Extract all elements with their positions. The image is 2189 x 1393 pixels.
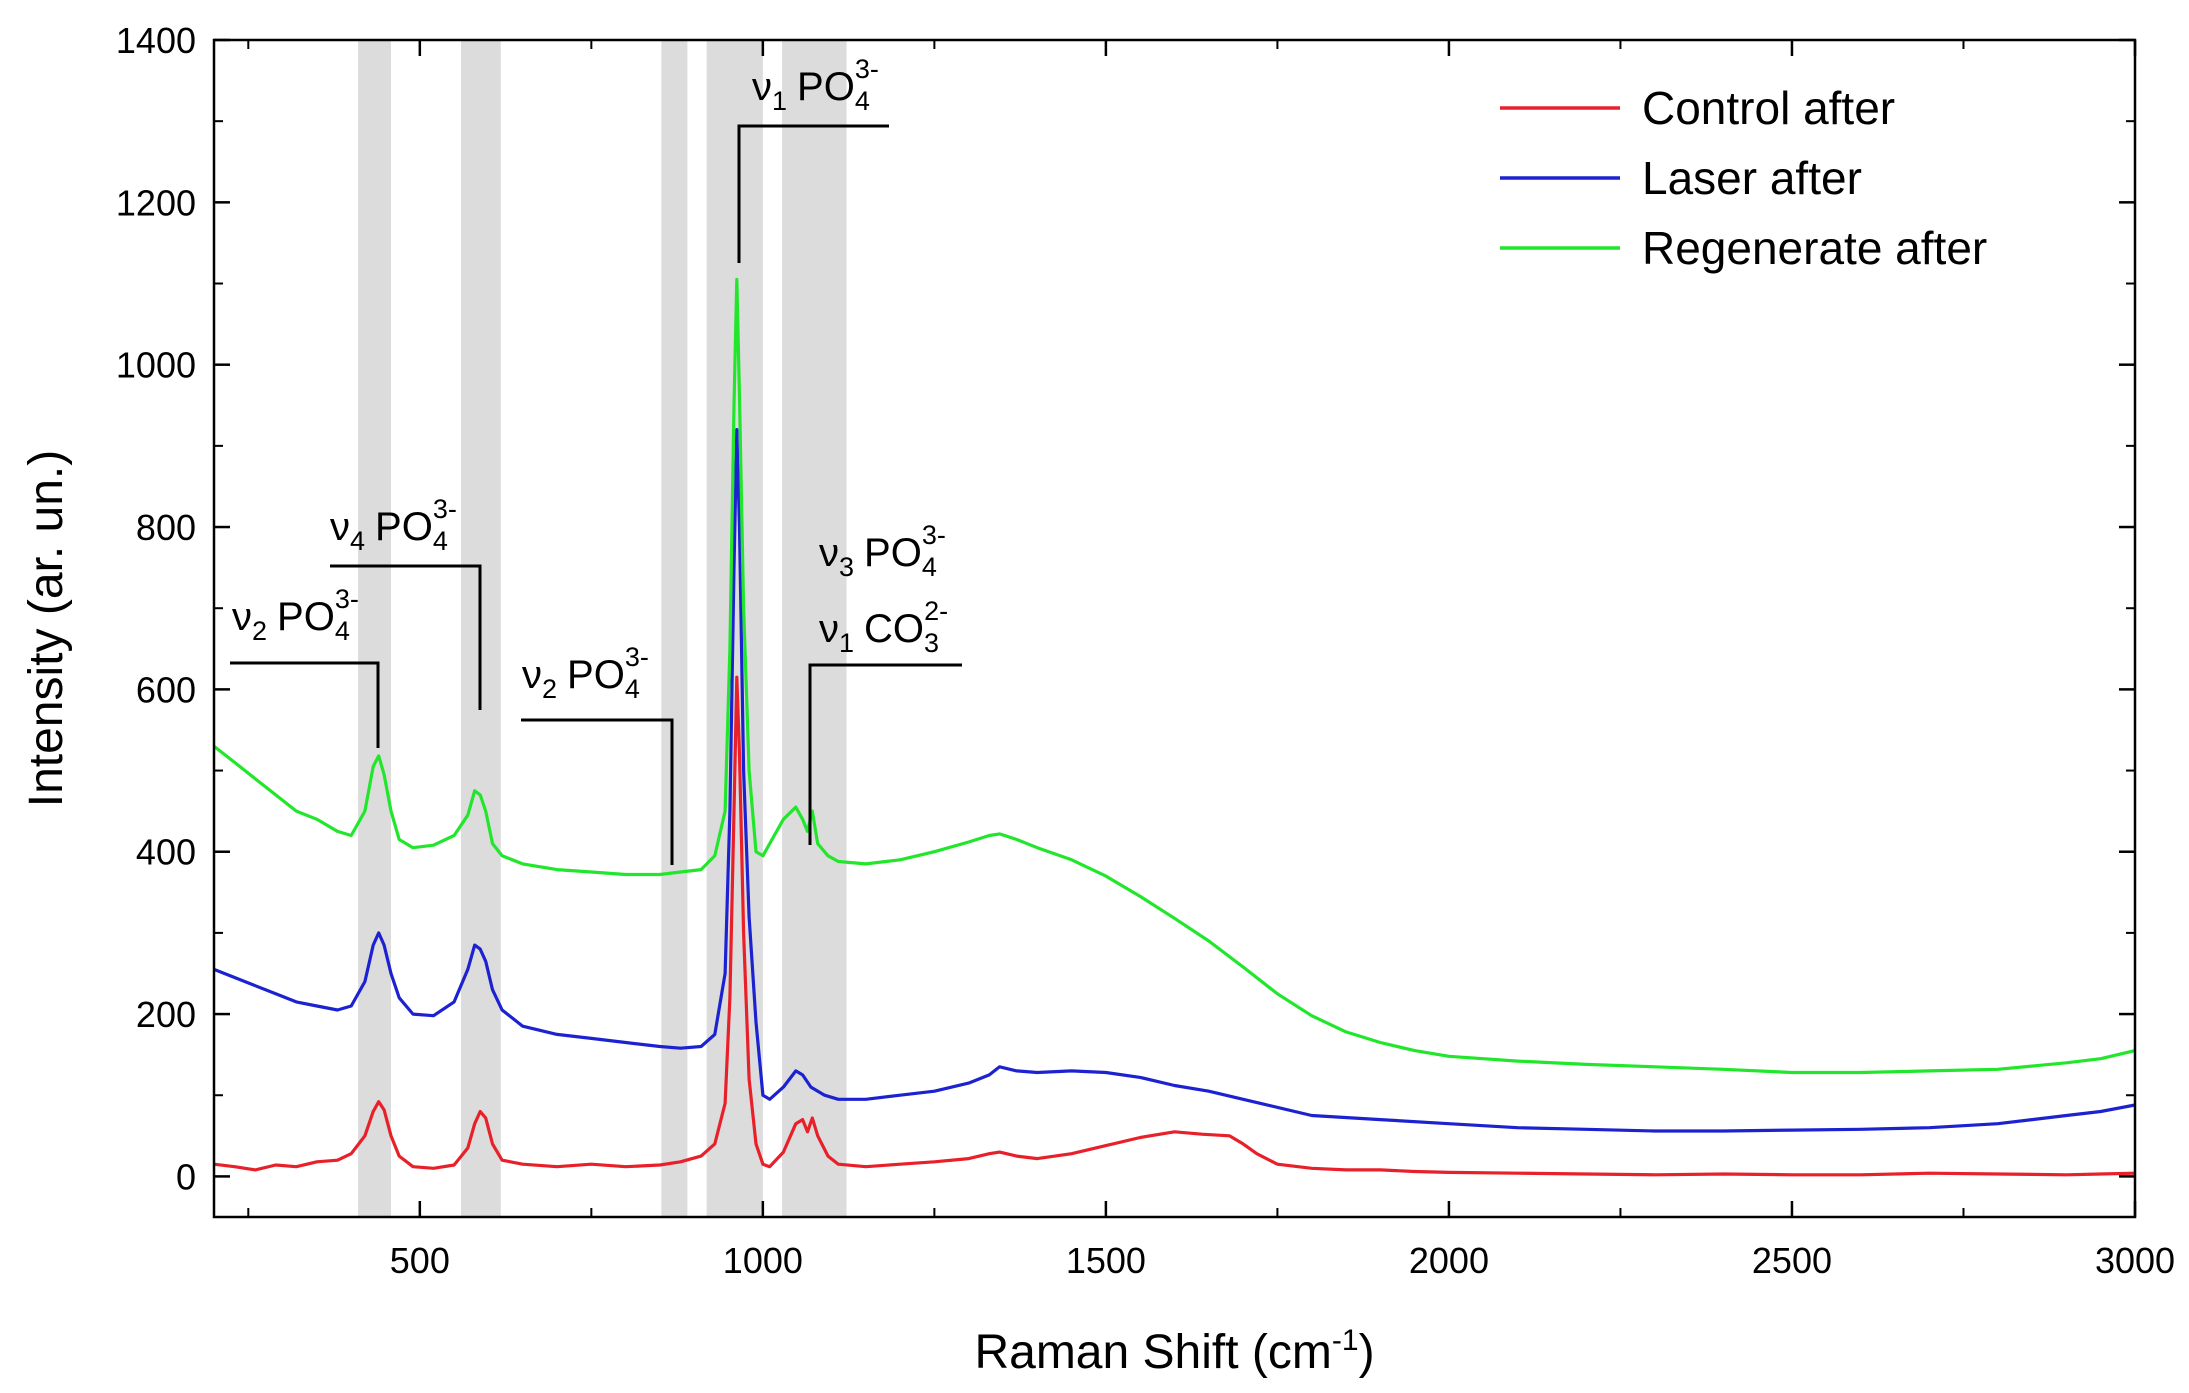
annotation-label-0: ν1 PO43- [752, 54, 879, 116]
legend-label-1: Laser after [1642, 152, 1862, 204]
annotation-sub: 1 [839, 628, 854, 658]
annotation-bracket-3 [737, 124, 889, 263]
annotation-species-sub: 3 [924, 628, 939, 658]
x-tick-label-0: 500 [390, 1240, 450, 1281]
annotation-bracket-0 [230, 661, 380, 748]
annotation-species: PO [567, 653, 625, 697]
annotation-sub: 2 [252, 616, 267, 646]
annotation-sub: 3 [839, 552, 854, 582]
series-lines [213, 277, 2136, 1177]
series-line-2 [213, 277, 2136, 1075]
y-tick-label-3: 600 [136, 669, 196, 710]
annotation-sub: 4 [350, 526, 365, 556]
annotation-charge: 3- [625, 642, 649, 672]
annotation-bracket-2 [521, 718, 674, 865]
legend: Control after Laser after Regenerate after [1500, 82, 1987, 274]
annotation-species-sub: 4 [433, 526, 448, 556]
annotation-charge: 3- [922, 520, 946, 550]
annotation-bracket-1 [330, 564, 482, 710]
y-tick-label-5: 1000 [116, 345, 196, 386]
annotation-species-sub: 4 [855, 86, 870, 116]
annotation-charge: 2- [924, 596, 948, 626]
x-axis-label-sup: -1 [1332, 1324, 1359, 1357]
x-tick-label-1: 1000 [723, 1240, 803, 1281]
y-tick-label-2: 400 [136, 832, 196, 873]
y-tick-label-4: 800 [136, 507, 196, 548]
annotation-label-1: ν4 PO43- [330, 494, 457, 556]
annotation-sub: 1 [772, 86, 787, 116]
annotation-species-sub: 4 [922, 552, 937, 582]
y-tick-label-7: 1400 [116, 20, 196, 61]
y-axis-label: Intensity (ar. un.) [20, 450, 73, 808]
annotation-label-2: ν2 PO43- [232, 584, 359, 646]
annotation-nu: ν [819, 607, 839, 651]
annotation-charge: 3- [433, 494, 457, 524]
legend-label-2: Regenerate after [1642, 222, 1987, 274]
y-tick-label-1: 200 [136, 994, 196, 1035]
axis-ticks: 500 1000 1500 2000 2500 3000 0 200 400 600 800 1000… [116, 20, 2175, 1281]
annotation-nu: ν [819, 531, 839, 575]
annotation-species: CO [864, 607, 924, 651]
annotation-species: PO [277, 595, 335, 639]
legend-label-0: Control after [1642, 82, 1895, 134]
annotation-charge: 3- [335, 584, 359, 614]
annotation-nu: ν [232, 595, 252, 639]
x-axis-label-close: ) [1359, 1326, 1375, 1379]
annotation-nu: ν [330, 505, 350, 549]
shaded-band-2 [661, 40, 688, 1217]
peak-annotations: ν1 PO43-ν4 PO43-ν2 PO43-ν2 PO43-ν3 PO43-ν1 CO3… [230, 54, 962, 865]
series-line-1 [213, 428, 2136, 1133]
y-tick-label-0: 0 [176, 1156, 196, 1197]
annotation-nu: ν [752, 65, 772, 109]
annotation-species-sub: 4 [625, 674, 640, 704]
annotation-species: PO [797, 65, 855, 109]
series-line-0 [213, 675, 2136, 1177]
x-tick-label-5: 3000 [2095, 1240, 2175, 1281]
annotation-nu: ν [522, 653, 542, 697]
annotation-species: PO [864, 531, 922, 575]
annotation-sub: 2 [542, 674, 557, 704]
annotation-label-3: ν2 PO43- [522, 642, 649, 704]
x-axis-label: Raman Shift (cm-1) [974, 1324, 1374, 1379]
shaded-band-0 [358, 40, 392, 1217]
x-tick-label-3: 2000 [1409, 1240, 1489, 1281]
annotation-label-5: ν1 CO32- [819, 596, 948, 658]
shaded-band-4 [782, 40, 847, 1217]
x-tick-label-4: 2500 [1752, 1240, 1832, 1281]
y-tick-label-6: 1200 [116, 182, 196, 223]
annotation-label-4: ν3 PO43- [819, 520, 946, 582]
plot-frame [212, 38, 2137, 1219]
annotation-species: PO [375, 505, 433, 549]
shaded-band-3 [706, 40, 763, 1217]
annotation-species-sub: 4 [335, 616, 350, 646]
annotation-bracket-4 [808, 663, 962, 845]
x-axis-label-text: Raman Shift (cm [974, 1326, 1331, 1379]
annotation-charge: 3- [855, 54, 879, 84]
x-tick-label-2: 1500 [1066, 1240, 1146, 1281]
